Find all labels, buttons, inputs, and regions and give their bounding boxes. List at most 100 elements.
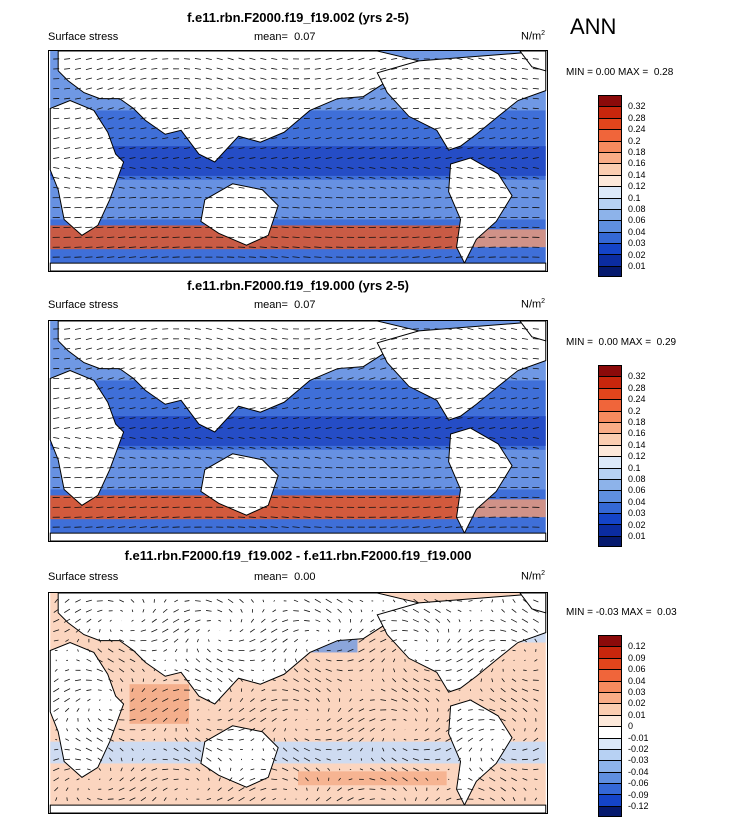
colorbar-swatch [598, 691, 622, 704]
wind-vector [380, 446, 387, 449]
wind-vector [227, 337, 234, 341]
wind-vector [260, 137, 267, 140]
wind-vector [129, 718, 136, 721]
wind-vector [260, 638, 267, 643]
wind-vector [402, 757, 409, 762]
wind-vector [314, 137, 321, 140]
wind-vector [445, 747, 452, 752]
colorbar-swatch [598, 433, 622, 445]
wind-vector [347, 717, 354, 722]
wind-vector [293, 747, 299, 752]
wind-vector [197, 718, 199, 721]
wind-vector [271, 397, 278, 400]
wind-vector [521, 97, 528, 100]
wind-vector [489, 397, 496, 400]
wind-vector [532, 68, 539, 70]
wind-vector [261, 618, 266, 623]
wind-vector [403, 718, 407, 721]
wind-vector [521, 618, 529, 623]
wind-vector [423, 486, 431, 489]
wind-vector [249, 127, 256, 130]
wind-vector [128, 236, 137, 239]
wind-vector [523, 738, 527, 742]
colorbar-tick-label: 0.18 [628, 417, 646, 427]
wind-vector [316, 787, 319, 792]
wind-vector [85, 167, 92, 169]
wind-vector [85, 117, 92, 120]
wind-vector [162, 628, 169, 633]
wind-vector [347, 397, 354, 400]
wind-vector [534, 778, 538, 780]
wind-vector [53, 697, 60, 703]
wind-vector [262, 669, 265, 671]
wind-vector [260, 407, 267, 410]
wind-vector [152, 797, 157, 802]
wind-vector [456, 407, 463, 410]
wind-vector [96, 87, 103, 90]
wind-vector [533, 628, 539, 633]
wind-vector [195, 619, 201, 622]
wind-vector [175, 797, 177, 801]
wind-vector [303, 486, 311, 489]
wind-vector [303, 167, 310, 169]
wind-vector [467, 157, 474, 159]
wind-vector [434, 387, 441, 390]
wind-vector [466, 526, 475, 528]
wind-vector [282, 427, 289, 429]
wind-vector [314, 206, 322, 209]
wind-vector [53, 157, 60, 159]
wind-vector [338, 629, 341, 633]
wind-vector [314, 196, 322, 199]
wind-vector [391, 357, 398, 360]
wind-vector [107, 127, 114, 130]
wind-vector [173, 127, 180, 130]
wind-vector [413, 629, 419, 632]
wind-vector [456, 176, 463, 179]
wind-vector [402, 117, 409, 120]
wind-vector [402, 387, 409, 390]
wind-vector [510, 186, 518, 189]
wind-vector [151, 186, 158, 189]
wind-vector [511, 678, 517, 682]
wind-vector [96, 196, 104, 199]
wind-vector [478, 127, 485, 130]
wind-vector [205, 167, 212, 169]
wind-vector [271, 157, 278, 159]
wind-vector [369, 407, 376, 410]
wind-vector [216, 377, 223, 380]
wind-vector [161, 197, 169, 199]
wind-vector [194, 377, 201, 380]
wind-vector [119, 709, 124, 711]
panel-2-min-label: MIN = [566, 337, 593, 348]
wind-vector [238, 117, 245, 120]
wind-vector [455, 516, 464, 518]
wind-vector [293, 699, 299, 702]
wind-vector [174, 717, 178, 722]
colorbar-tick-label: 0.06 [628, 485, 646, 496]
wind-vector [358, 337, 365, 341]
panel-1-map [48, 50, 548, 272]
wind-vector [434, 679, 441, 682]
wind-vector [510, 446, 518, 449]
wind-vector [347, 327, 354, 331]
wind-vector [468, 600, 473, 602]
wind-vector [227, 417, 234, 420]
units-base: N/m [521, 570, 542, 583]
wind-vector [469, 767, 472, 772]
wind-vector [173, 147, 180, 150]
wind-vector [479, 738, 484, 742]
wind-vector [119, 777, 124, 782]
wind-vector [325, 668, 332, 672]
wind-vector [249, 397, 256, 400]
wind-vector [380, 97, 387, 100]
wind-vector [338, 688, 342, 692]
wind-vector [369, 337, 376, 341]
wind-vector [53, 407, 60, 410]
wind-vector [64, 157, 71, 159]
wind-vector [173, 628, 180, 633]
wind-vector [424, 738, 430, 741]
wind-vector [304, 767, 310, 772]
wind-vector [96, 506, 104, 509]
wind-vector [238, 407, 245, 410]
wind-vector [347, 127, 354, 130]
